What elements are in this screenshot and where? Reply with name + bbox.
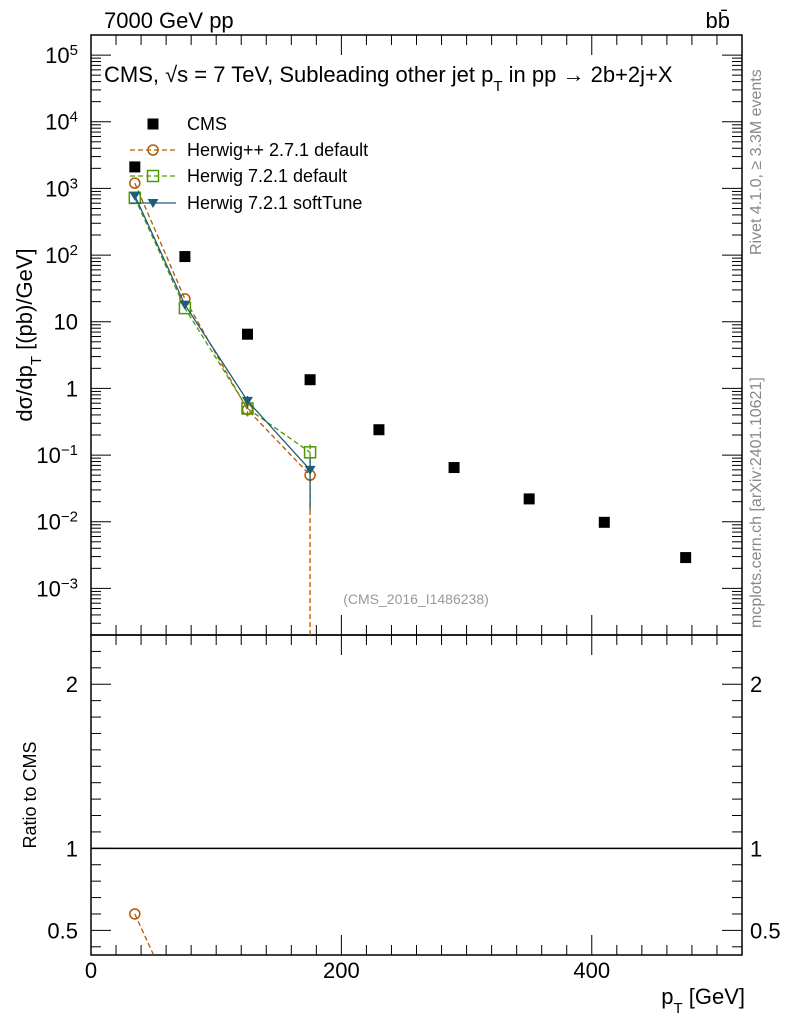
data-point: [304, 374, 316, 386]
x-tick-label: 0: [85, 958, 97, 983]
y-tick-label: 105: [45, 42, 78, 69]
data-point: [241, 396, 253, 406]
y-tick-label: 104: [45, 108, 78, 135]
y-axis-label: dσ/dpT [(pb)/GeV]: [12, 248, 45, 421]
data-point: [523, 493, 535, 505]
header-left: 7000 GeV pp: [104, 8, 234, 33]
data-point: [179, 251, 191, 263]
ratio-tick-label-right: 0.5: [750, 918, 781, 943]
data-point: [304, 465, 316, 475]
ratio-line: [134, 913, 155, 956]
data-point: [598, 516, 610, 528]
legend-label: Herwig 7.2.1 softTune: [187, 193, 362, 213]
legend-marker: [147, 199, 159, 208]
y-tick-label: 103: [45, 175, 78, 202]
data-point: [179, 300, 191, 310]
data-point: [129, 161, 141, 173]
x-axis-label: pT [GeV]: [661, 984, 745, 1017]
data-point: [129, 177, 141, 189]
ratio-tick-label: 0.5: [47, 918, 78, 943]
series-line: [134, 195, 311, 471]
y-tick-label: 1: [66, 376, 78, 401]
data-point: [129, 191, 141, 201]
ratio-tick-label: 2: [66, 672, 78, 697]
axis-ticks: [90, 34, 743, 955]
y-tick-label: 10−2: [36, 508, 78, 535]
header-right: bb̄: [706, 8, 730, 33]
series-line: [134, 197, 311, 453]
x-tick-label: 200: [323, 958, 360, 983]
mcplots-label: mcplots.cern.ch [arXiv:2401.10621]: [748, 377, 765, 628]
data-point: [303, 446, 317, 459]
data-point: [680, 552, 692, 564]
y-tick-label: 10−3: [36, 575, 78, 602]
ratio-tick-label-right: 1: [750, 836, 762, 861]
y-tick-label: 10−1: [36, 442, 78, 469]
legend-label: Herwig++ 2.7.1 default: [187, 140, 368, 160]
legend-marker: [147, 118, 159, 130]
x-tick-label: 400: [573, 958, 610, 983]
analysis-id: (CMS_2016_I1486238): [343, 591, 489, 607]
plot-title: CMS, √s = 7 TeV, Subleading other jet pT…: [104, 62, 673, 95]
ratio-series: [91, 847, 742, 956]
legend-marker: [147, 144, 159, 156]
data-point: [448, 462, 460, 474]
ratio-point: [129, 908, 141, 920]
legend-label: Herwig 7.2.1 default: [187, 166, 347, 186]
data-point: [241, 328, 253, 340]
ratio-panel-frame: [90, 634, 743, 956]
ratio-tick-label-right: 2: [750, 672, 762, 697]
series-line: [134, 182, 311, 476]
y-tick-label: 102: [45, 242, 78, 269]
legend-marker: [146, 169, 160, 183]
ratio-tick-label: 1: [66, 836, 78, 861]
data-series: [128, 161, 692, 635]
legend-label: CMS: [187, 114, 227, 134]
data-point: [373, 424, 385, 436]
y-tick-label: 10: [54, 310, 78, 335]
rivet-label: Rivet 4.1.0, ≥ 3.3M events: [748, 69, 765, 255]
ratio-y-axis-label: Ratio to CMS: [20, 741, 40, 848]
legend: CMS Herwig++ 2.7.1 default Herwig 7.2.1 de…: [130, 114, 368, 213]
